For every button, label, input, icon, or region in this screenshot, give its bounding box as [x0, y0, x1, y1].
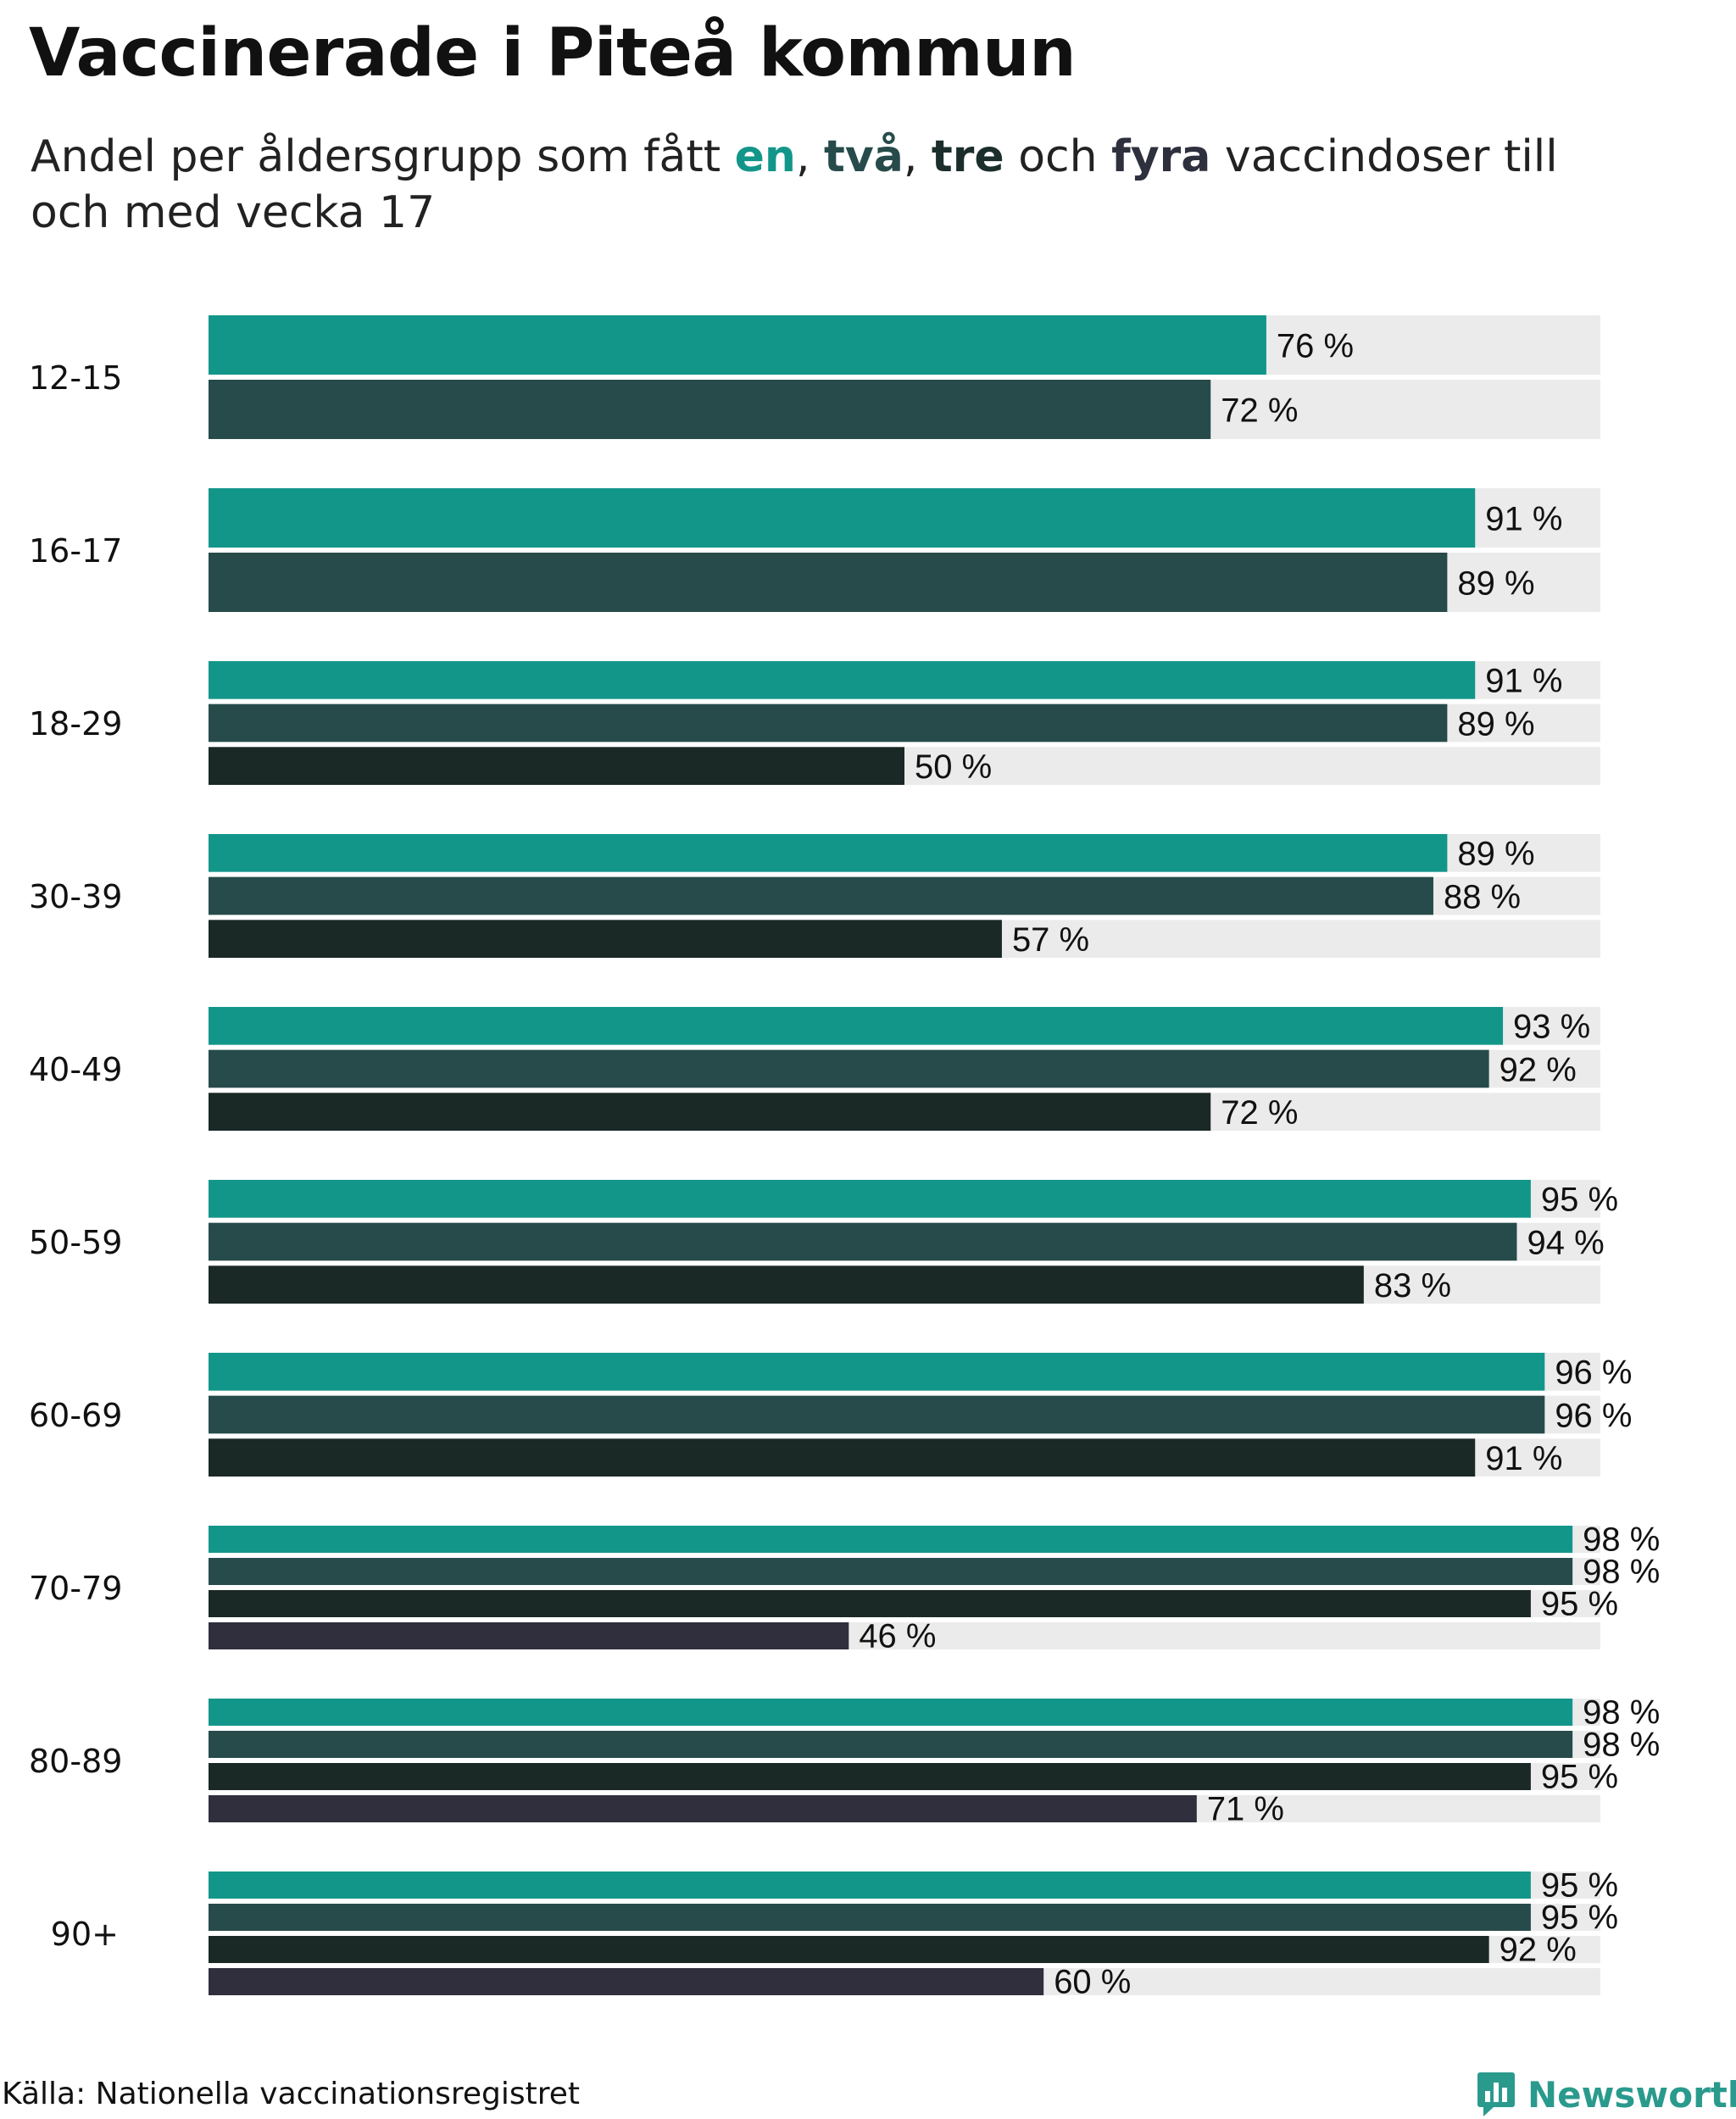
- newsworthy-logo-icon: [1477, 2072, 1515, 2116]
- bar-två: [209, 553, 1448, 612]
- bar-en: [209, 1699, 1573, 1726]
- bar-tre: [209, 1936, 1489, 1963]
- bar-en: [209, 834, 1448, 872]
- bar-tre: [209, 1265, 1364, 1304]
- category-label: 70-79: [29, 1570, 122, 1607]
- bar-fyra: [209, 1968, 1044, 1995]
- data-label: 72 %: [1221, 392, 1298, 429]
- data-label: 89 %: [1457, 836, 1534, 873]
- data-label: 94 %: [1527, 1224, 1604, 1261]
- category-label: 12-15: [29, 359, 122, 397]
- data-label: 92 %: [1500, 1051, 1577, 1088]
- subtitle-keyword-fyra: fyra: [1111, 131, 1211, 182]
- bar-en: [209, 315, 1266, 375]
- category-label: 80-89: [29, 1743, 122, 1780]
- data-label: 95 %: [1541, 1182, 1618, 1219]
- bar-tre: [209, 1093, 1211, 1131]
- bar-två: [209, 876, 1433, 915]
- bar-två: [209, 1222, 1517, 1261]
- data-label: 98 %: [1583, 1727, 1660, 1764]
- subtitle-suffix: vaccindoser till och med vecka 17: [31, 131, 1558, 238]
- bar-en: [209, 488, 1476, 548]
- bar-en: [209, 661, 1476, 699]
- bar-två: [209, 380, 1211, 439]
- data-label: 89 %: [1457, 565, 1534, 602]
- data-label: 72 %: [1221, 1094, 1298, 1132]
- bar-två: [209, 1049, 1489, 1088]
- data-label: 95 %: [1541, 1759, 1618, 1796]
- category-label: 60-69: [29, 1397, 122, 1434]
- category-label: 50-59: [29, 1224, 122, 1261]
- data-label: 83 %: [1374, 1267, 1451, 1304]
- data-label: 96 %: [1555, 1397, 1632, 1434]
- data-label: 60 %: [1054, 1964, 1131, 2001]
- subtitle-separator: ,: [903, 131, 932, 182]
- bar-en: [209, 1526, 1573, 1553]
- data-label: 89 %: [1457, 705, 1534, 742]
- bar-en: [209, 1180, 1531, 1218]
- subtitle-keyword-tva: två: [824, 131, 904, 182]
- bar-två: [209, 1731, 1573, 1758]
- bar-tre: [209, 1763, 1531, 1790]
- chart-subtitle: Andel per åldersgrupp som fått en, två, …: [31, 129, 1641, 241]
- data-label: 91 %: [1485, 500, 1562, 537]
- data-label: 50 %: [915, 748, 992, 786]
- bar-två: [209, 1904, 1531, 1931]
- data-label: 71 %: [1207, 1791, 1284, 1828]
- data-label: 76 %: [1277, 327, 1354, 364]
- data-label: 91 %: [1485, 663, 1562, 700]
- bar-tre: [209, 920, 1002, 958]
- data-label: 98 %: [1583, 1554, 1660, 1591]
- chart-title: Vaccinerade i Piteå kommun: [29, 15, 1077, 92]
- data-label: 91 %: [1485, 1440, 1562, 1477]
- bar-en: [209, 1353, 1545, 1391]
- data-label: 95 %: [1541, 1899, 1618, 1937]
- bar-två: [209, 704, 1448, 742]
- bar-fyra: [209, 1795, 1197, 1822]
- source-note: Källa: Nationella vaccinationsregistret: [2, 2077, 580, 2111]
- data-label: 88 %: [1444, 878, 1521, 915]
- bar-fyra: [209, 1622, 849, 1649]
- data-label: 57 %: [1012, 921, 1089, 959]
- subtitle-prefix: Andel per åldersgrupp som fått: [31, 131, 735, 182]
- bar-tre: [209, 1438, 1476, 1477]
- category-label: 18-29: [29, 705, 122, 742]
- subtitle-keyword-tre: tre: [931, 131, 1004, 182]
- brand-name: Newsworthy: [1527, 2073, 1736, 2116]
- data-label: 98 %: [1583, 1694, 1660, 1732]
- data-label: 95 %: [1541, 1586, 1618, 1623]
- bar-en: [209, 1872, 1531, 1899]
- subtitle-separator: ,: [795, 131, 825, 182]
- bar-två: [209, 1395, 1545, 1434]
- category-label: 40-49: [29, 1051, 122, 1088]
- subtitle-mid: och: [1004, 131, 1112, 182]
- bar-chart: 12-15 76 % 72 % 16-17 91 % 89 % 18-29 91 % 89 % 5…: [29, 315, 1660, 2001]
- bar-tre: [209, 747, 904, 785]
- data-label: 95 %: [1541, 1867, 1618, 1905]
- category-label: 16-17: [29, 532, 122, 570]
- data-label: 92 %: [1500, 1932, 1577, 1969]
- data-label: 96 %: [1555, 1354, 1632, 1392]
- category-label: 90+: [51, 1916, 119, 1953]
- bar-tre: [209, 1590, 1531, 1617]
- bar-en: [209, 1007, 1504, 1045]
- bar-två: [209, 1558, 1573, 1585]
- brand-logo: Newsworthy: [1477, 2070, 1736, 2119]
- category-label: 30-39: [29, 878, 122, 915]
- data-label: 98 %: [1583, 1521, 1660, 1559]
- subtitle-keyword-en: en: [734, 131, 796, 182]
- data-label: 46 %: [859, 1618, 936, 1655]
- data-label: 93 %: [1513, 1009, 1590, 1046]
